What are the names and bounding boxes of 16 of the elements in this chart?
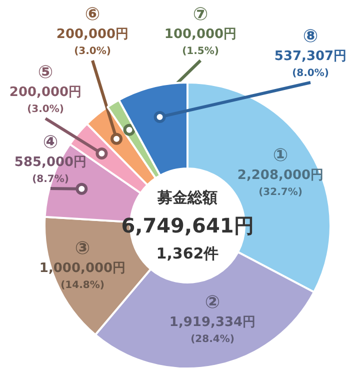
data-label: 1,919,334円 (28.4%) [169,315,256,345]
slice-label: ③ [74,238,90,259]
slice-label: ① [272,145,288,166]
slice-label: ⑧ [302,26,318,47]
data-label: 200,000円 (3.0%) [56,27,129,57]
data-label: 100,000円 (1.5%) [164,27,237,57]
text: 募金総額 [156,188,218,206]
text: 6,749,641円 [121,214,254,238]
slice-label: ④ [42,132,58,153]
data-label: 200,000円 (3.0%) [9,85,82,115]
slice-label: ⑦ [192,4,208,25]
text: 1,362件 [156,244,219,262]
slice-label: ⑥ [84,4,100,25]
data-label: 537,307円 (8.0%) [274,49,347,79]
slice-label: ② [204,292,220,313]
slice-label: ⑤ [38,62,54,83]
